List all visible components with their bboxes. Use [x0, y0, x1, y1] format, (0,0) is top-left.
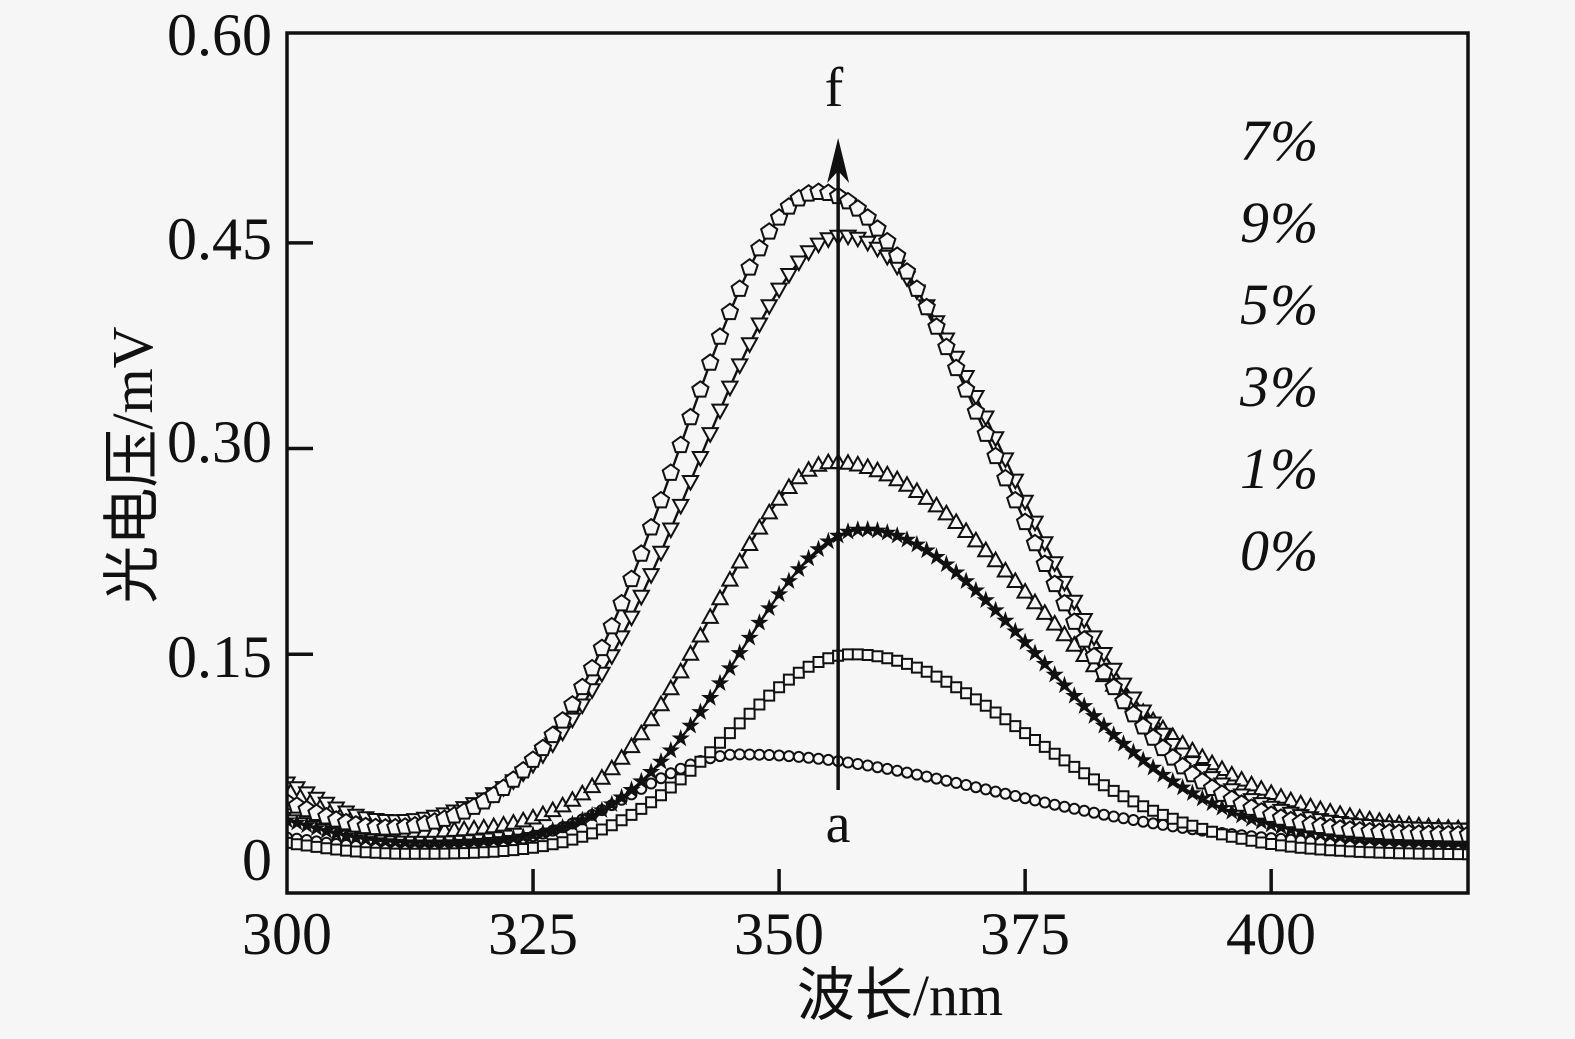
axes-box	[285, 31, 1470, 895]
annotation-curve-a: a	[825, 793, 851, 855]
x-tick-label-400: 400	[1226, 901, 1316, 967]
legend-item-5pct: 5%	[1240, 272, 1320, 337]
y-axis-title: 光电压/mV	[100, 326, 165, 604]
annotation-curve-f: f	[824, 57, 844, 119]
series-f-7%	[287, 182, 1468, 843]
x-tick-label-325: 325	[488, 901, 578, 967]
legend-item-1pct: 1%	[1240, 436, 1320, 501]
series-b-1%	[287, 648, 1468, 861]
legend-item-0pct: 0%	[1240, 518, 1320, 583]
y-tick-label-0: 0	[242, 827, 272, 893]
direction-arrow	[827, 138, 850, 790]
x-tick-label-375: 375	[980, 901, 1070, 967]
y-tick-label-0.60: 0.60	[167, 2, 272, 68]
x-tick-label-300: 300	[242, 901, 332, 967]
y-tick-label-0.15: 0.15	[167, 624, 272, 690]
legend: 7% 9% 5% 3% 1% 0%	[1240, 110, 1319, 602]
legend-item-9pct: 9%	[1240, 190, 1320, 255]
x-tick-label-350: 350	[734, 901, 824, 967]
axis-ticks	[288, 241, 1273, 892]
y-tick-label-0.45: 0.45	[167, 206, 272, 272]
x-axis-title: 波长/nm	[796, 963, 1004, 1028]
legend-item-3pct: 3%	[1240, 354, 1320, 419]
y-tick-label-0.30: 0.30	[167, 409, 272, 475]
legend-item-7pct: 7%	[1240, 108, 1320, 173]
curves-layer	[287, 182, 1468, 861]
